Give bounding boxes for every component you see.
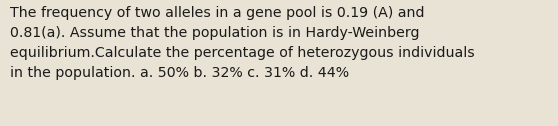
Text: The frequency of two alleles in a gene pool is 0.19 (A) and
0.81(a). Assume that: The frequency of two alleles in a gene p… [10, 6, 475, 80]
